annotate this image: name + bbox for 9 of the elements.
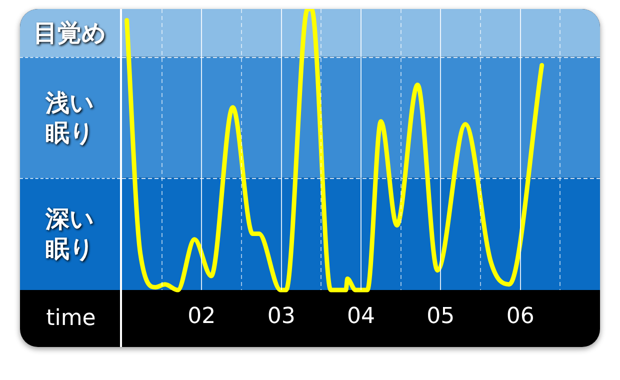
x-tick-label: 04 <box>347 304 375 329</box>
band-label: 目覚め <box>34 18 106 48</box>
x-axis-title: time <box>45 305 97 333</box>
x-tick-label: 03 <box>267 304 296 329</box>
x-tick-label: 05 <box>426 304 455 329</box>
band-label: 浅い眠り <box>46 88 94 148</box>
x-tick-label: 02 <box>188 304 216 329</box>
band-label: 深い眠り <box>46 204 94 264</box>
x-tick-label: 06 <box>506 304 534 329</box>
